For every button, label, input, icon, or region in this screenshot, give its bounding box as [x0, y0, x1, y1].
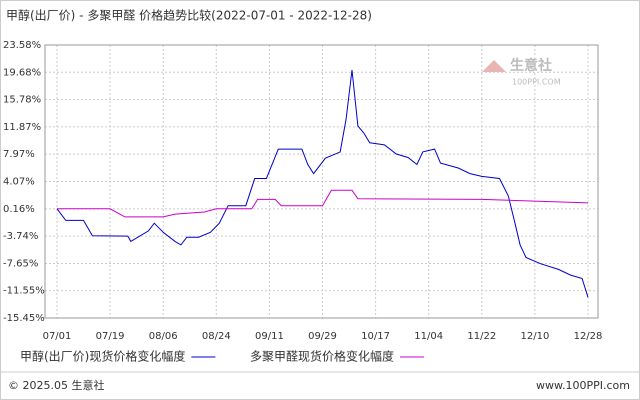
x-tick-label: 09/11 [255, 331, 284, 342]
x-tick-label: 07/01 [43, 331, 72, 342]
x-tick-label: 09/29 [308, 331, 337, 342]
y-tick-label: 7.97% [3, 149, 35, 160]
y-tick-label: 11.87% [3, 122, 41, 133]
chart-title: 甲醇(出厂价) - 多聚甲醛 价格趋势比较(2022-07-01 - 2022-… [6, 8, 372, 23]
watermark-sub: 100PPI.COM [512, 78, 561, 87]
x-tick-label: 11/22 [467, 331, 496, 342]
x-tick-label: 11/04 [414, 331, 443, 342]
legend-label: 甲醇(出厂价)现货价格变化幅度 [20, 349, 185, 364]
y-tick-label: 19.68% [3, 67, 41, 78]
x-tick-label: 12/10 [520, 331, 549, 342]
footer-right: www.100PPI.com [536, 379, 630, 392]
x-tick-label: 12/28 [574, 331, 603, 342]
y-tick-label: -15.45% [3, 313, 45, 324]
plot-border [44, 44, 599, 319]
x-tick-label: 08/24 [202, 331, 231, 342]
footer-left: © 2025.05 生意社 [8, 378, 104, 392]
x-tick-label: 07/19 [96, 331, 125, 342]
x-tick-label: 10/17 [361, 331, 390, 342]
y-tick-label: -11.55% [3, 286, 45, 297]
y-tick-label: 15.78% [3, 95, 41, 106]
watermark: 生意社 [510, 57, 552, 74]
watermark-logo [482, 60, 506, 72]
x-tick-label: 08/06 [149, 331, 178, 342]
series-line [56, 69, 589, 298]
legend-label: 多聚甲醛现货价格变化幅度 [250, 349, 394, 364]
y-tick-label: 0.16% [3, 204, 35, 215]
y-tick-label: -3.74% [3, 231, 38, 242]
y-tick-label: 23.58% [3, 40, 41, 51]
y-tick-label: -7.65% [3, 258, 38, 269]
series-line [57, 189, 589, 218]
y-tick-label: 4.07% [3, 176, 35, 187]
